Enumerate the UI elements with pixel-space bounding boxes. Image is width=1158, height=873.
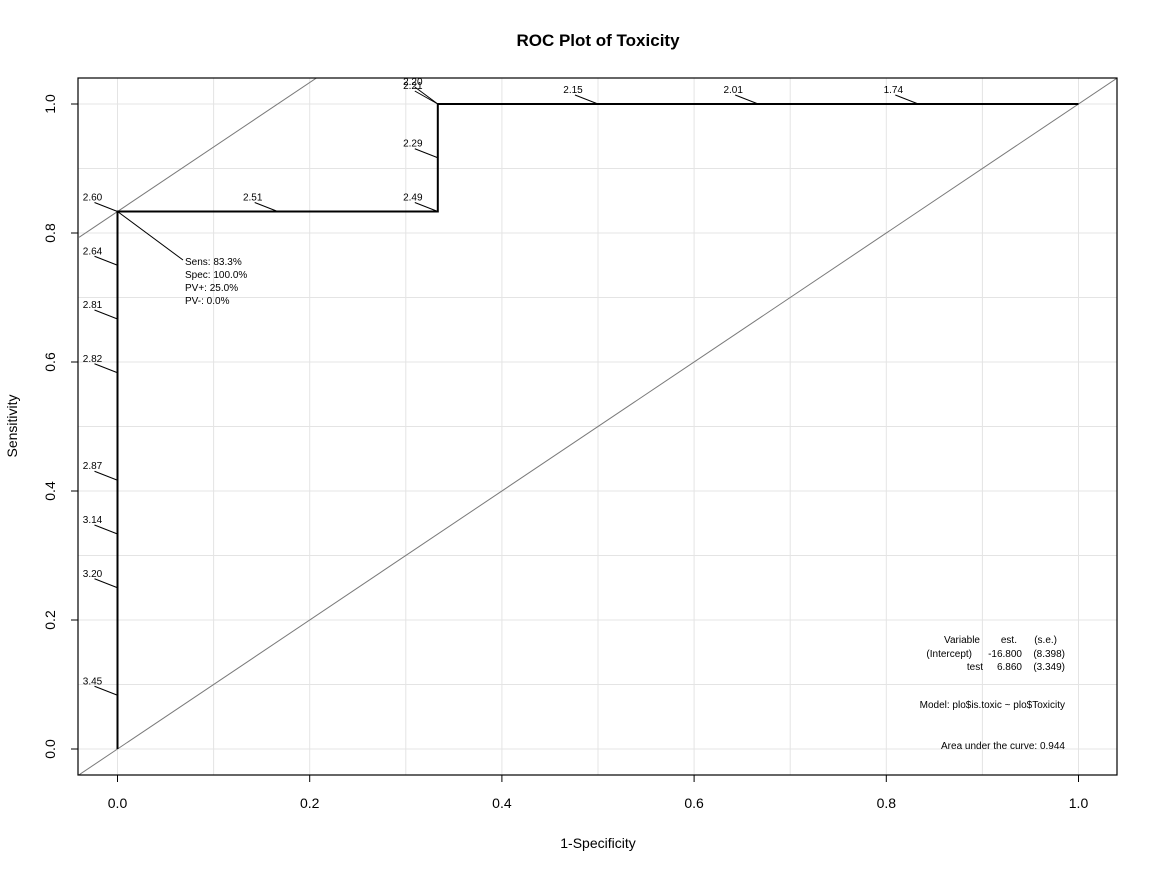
y-tick-label: 0.2: [42, 610, 58, 630]
cutoff-label: 1.74: [884, 85, 904, 96]
cutoff-leader-line: [94, 578, 118, 589]
y-axis-label: Sensitivity: [4, 394, 20, 457]
cutoff-leader-line: [94, 363, 118, 374]
cutoff-leader-line: [414, 202, 438, 212]
model-formula: Model: plo$is.toxic ~ plo$Toxicity: [920, 700, 1065, 711]
table-cell-est: 6.860: [997, 662, 1022, 673]
cutoff-leader-line: [94, 470, 118, 481]
cutoff-leader-line: [94, 524, 118, 535]
cutoff-label: 2.21: [403, 81, 423, 92]
y-tick-label: 0.0: [42, 739, 58, 759]
table-header-est: est.: [1001, 635, 1017, 646]
table-cell-se: (3.349): [1033, 662, 1065, 673]
optimal-point-stat: Sens: 83.3%: [185, 257, 242, 268]
cutoff-label: 3.20: [83, 569, 103, 580]
table-header-se: (s.e.): [1034, 635, 1057, 646]
cutoff-leader-line: [94, 309, 118, 320]
cutoff-leader-line: [94, 685, 118, 696]
x-tick-label: 1.0: [1069, 795, 1089, 811]
cutoff-label: 2.49: [403, 193, 423, 204]
auc-text: Area under the curve: 0.944: [941, 741, 1065, 752]
cutoff-leader-line: [414, 148, 438, 159]
optimal-point-stat: PV-: 0.0%: [185, 296, 230, 307]
model-table-header: Variable est. (s.e.): [944, 635, 1057, 646]
reference-lines: [78, 78, 1117, 775]
cutoff-label: 2.20: [403, 77, 423, 88]
axes: 0.0 0.2 0.4 0.6 0.8 1.0 0.0 0.2 0.4 0.6 0.8 1.0: [42, 77, 1118, 811]
y-tick-label: 1.0: [42, 94, 58, 114]
table-cell-variable: test: [967, 662, 983, 673]
y-tick-label: 0.6: [42, 352, 58, 372]
cutoff-label: 2.60: [83, 193, 103, 204]
model-table: Variable est. (s.e.) (Intercept) -16.800…: [926, 635, 1065, 673]
cutoff-leader-line: [254, 202, 278, 212]
cutoff-leader-line: [94, 202, 118, 212]
plot-frame: [77, 77, 1118, 776]
cutoff-leader-line: [574, 94, 599, 105]
x-tick-label: 0.0: [108, 795, 128, 811]
cutoff-label: 2.82: [83, 354, 103, 365]
cutoff-label: 2.87: [83, 461, 103, 472]
x-axis-label: 1-Specificity: [560, 835, 635, 851]
optimal-point-stat: PV+: 25.0%: [185, 283, 238, 294]
optimal-point-leader: [117, 211, 184, 261]
cutoff-label: 2.29: [403, 139, 423, 150]
x-tick-label: 0.6: [684, 795, 704, 811]
cutoff-label: 3.45: [83, 676, 103, 687]
x-tick-label: 0.2: [300, 795, 320, 811]
cutoff-leader-line: [414, 86, 439, 105]
cutoff-label: 2.64: [83, 246, 103, 257]
model-table-row: test 6.860 (3.349): [967, 662, 1065, 673]
cutoff-leader-line: [895, 94, 919, 105]
table-cell-variable: (Intercept): [926, 649, 972, 660]
x-tick-label: 0.4: [492, 795, 512, 811]
y-tick-label: 0.8: [42, 223, 58, 243]
cutoff-leader-line: [414, 90, 439, 105]
model-table-row: (Intercept) -16.800 (8.398): [926, 649, 1065, 660]
optimal-point-annotation: Sens: 83.3% Spec: 100.0% PV+: 25.0% PV-: 0.…: [117, 211, 247, 307]
x-tick-label: 0.8: [877, 795, 897, 811]
cutoff-label: 3.14: [83, 515, 103, 526]
cutoff-labels: 3.45 3.20 3.14 2.87 2.82 2.81 2.64 2.60 2.51 2.49…: [83, 77, 919, 696]
optimal-point-stat: Spec: 100.0%: [185, 270, 247, 281]
table-cell-se: (8.398): [1033, 649, 1065, 660]
cutoff-label: 2.01: [723, 85, 743, 96]
table-cell-est: -16.800: [988, 649, 1022, 660]
cutoff-leader-line: [735, 94, 759, 105]
reference-line: [78, 78, 318, 238]
y-tick-label: 0.4: [42, 481, 58, 501]
cutoff-leader-line: [94, 255, 118, 266]
reference-line: [78, 78, 1117, 775]
cutoff-label: 2.51: [243, 193, 263, 204]
chart-title: ROC Plot of Toxicity: [516, 31, 680, 50]
cutoff-label: 2.81: [83, 300, 103, 311]
cutoff-label: 2.15: [563, 85, 583, 96]
table-header-variable: Variable: [944, 635, 980, 646]
